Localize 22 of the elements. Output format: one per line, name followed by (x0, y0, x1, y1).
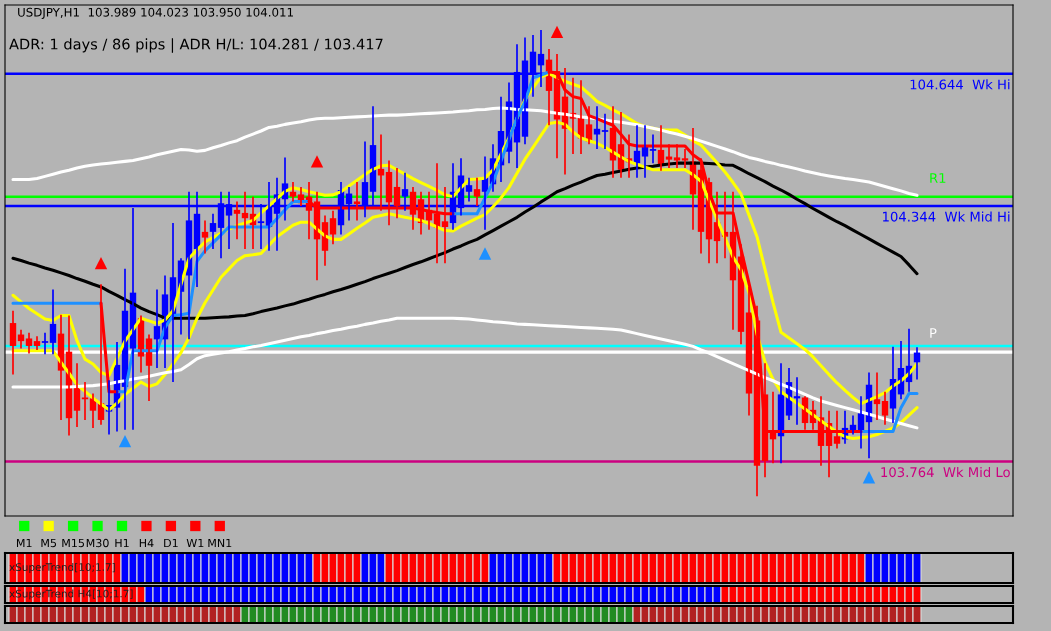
category-label: MN1 (208, 538, 232, 548)
category-label: H1 (115, 538, 129, 548)
category-label: M5 (41, 538, 57, 548)
ref-line-label: 104.644 Wk Hi (910, 79, 1010, 90)
category-label: M15 (62, 538, 84, 548)
point (310, 155, 324, 168)
category-label: M1 (16, 538, 32, 548)
point (118, 434, 132, 448)
ref-line-label: 104.344 Wk Mid Hi (883, 211, 1010, 222)
category-label: M30 (86, 538, 109, 548)
point (862, 471, 876, 484)
point (94, 256, 108, 270)
chart-title: USDJPY,H1 103.989 104.023 103.950 104.011 (18, 7, 293, 19)
ref-line-label: 103.764 Wk Mid Lo (881, 466, 1010, 478)
point (550, 25, 564, 39)
ref-line-label: R1 (930, 173, 946, 183)
annotation: ADR: 1 days / 86 pips | ADR H/L: 104.281 / 103.417 (9, 38, 383, 53)
ref-line-label: P (930, 328, 937, 338)
category-label: W1 (186, 538, 204, 548)
point (478, 247, 492, 260)
category-label: D1 (164, 538, 178, 548)
category-label: H4 (139, 538, 154, 548)
